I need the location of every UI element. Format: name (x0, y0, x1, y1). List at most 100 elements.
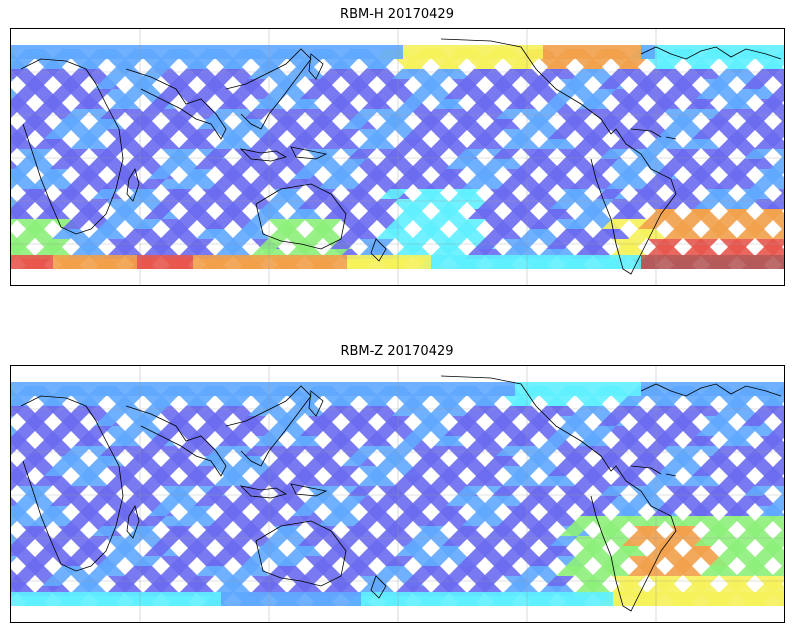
polar-band-top (403, 382, 417, 396)
swath-segment (216, 546, 244, 556)
swath-segment (120, 89, 148, 99)
swath-segment (538, 139, 566, 149)
swath-segment (588, 426, 616, 436)
swath-segment (114, 59, 142, 69)
map-panel-rbm-z (10, 365, 785, 623)
swath-segment (218, 436, 246, 446)
swath-segment (54, 456, 82, 466)
swath-segment (340, 229, 368, 239)
polar-band-bottom (137, 592, 151, 606)
swath-segment (266, 496, 294, 506)
swath-segment (518, 159, 546, 169)
swath-segment (154, 199, 182, 209)
swath-segment (734, 496, 762, 506)
swath-segment (150, 396, 178, 406)
polar-band-top (375, 382, 389, 396)
swath-segment (740, 189, 768, 199)
swath-segment (270, 456, 298, 466)
swath-segment (28, 109, 56, 119)
swath-segment (142, 139, 170, 149)
swath-segment (342, 119, 370, 129)
polar-band-top (711, 382, 725, 396)
swath-segment (92, 189, 120, 199)
polar-band-bottom (207, 592, 221, 606)
polar-band-bottom (515, 255, 529, 269)
swath-segment (48, 89, 76, 99)
swath-segment (524, 189, 552, 199)
swath-segment (400, 169, 428, 179)
swath-segment (78, 396, 106, 406)
polar-band-top (753, 382, 767, 396)
swath-segment (338, 496, 366, 506)
polar-band-top (431, 45, 445, 59)
polar-band-bottom (403, 592, 417, 606)
swath-segment (526, 79, 554, 89)
polar-band-bottom (655, 255, 669, 269)
swath-segment (560, 189, 588, 199)
swath-segment (32, 69, 60, 79)
swath-segment (68, 69, 96, 79)
polar-band-top (361, 382, 375, 396)
swath-segment (562, 416, 590, 426)
swath-segment (96, 486, 124, 496)
swath-segment (460, 446, 488, 456)
swath-segment (758, 436, 784, 446)
swath-segment (538, 476, 566, 486)
swath-segment (532, 109, 560, 119)
swath-segment (94, 416, 122, 426)
polar-band-bottom (473, 255, 487, 269)
swath-segment (396, 546, 424, 556)
polar-band-top (543, 382, 557, 396)
swath-segment (334, 199, 362, 209)
swath-segment (550, 536, 578, 546)
swath-segment (558, 119, 586, 129)
swath-segment (380, 526, 408, 536)
swath-segment (38, 99, 66, 109)
polar-band-top (669, 45, 683, 59)
swath-segment (11, 536, 38, 546)
swath-segment (390, 179, 418, 189)
swath-segment (302, 159, 330, 169)
swath-segment (332, 466, 360, 476)
swath-segment (194, 159, 222, 169)
polar-band-top (81, 382, 95, 396)
swath-segment (450, 456, 478, 466)
swath-segment (164, 526, 192, 536)
swath-segment (782, 564, 784, 566)
polar-band-bottom (263, 255, 277, 269)
swath-segment (148, 506, 176, 516)
swath-segment (316, 109, 344, 119)
swath-segment (380, 189, 408, 199)
polar-band-top (781, 45, 784, 59)
polar-band-bottom (95, 255, 109, 269)
swath-segment (122, 159, 150, 169)
swath-segment (582, 396, 610, 406)
swath-segment (344, 189, 372, 199)
polar-band-bottom (487, 592, 501, 606)
swath-segment (28, 446, 56, 456)
swath-segment (474, 59, 502, 69)
swath-segment (684, 546, 712, 556)
swath-segment (11, 466, 36, 476)
swath-segment (62, 556, 90, 566)
swath-segment (122, 496, 150, 506)
polar-band-top (627, 382, 641, 396)
polar-band-bottom (305, 255, 319, 269)
polar-band-top (515, 45, 529, 59)
swath-segment (292, 169, 320, 179)
polar-band-bottom (333, 255, 347, 269)
swath-segment (364, 506, 392, 516)
swath-segment (86, 159, 114, 169)
swath-segment (36, 209, 64, 219)
polar-band-bottom (515, 592, 529, 606)
swath-segment (11, 199, 38, 209)
polar-band-top (39, 382, 53, 396)
swath-segment (450, 119, 478, 129)
swath-segment (664, 566, 692, 576)
swath-segment (230, 496, 258, 506)
polar-band-bottom (11, 255, 25, 269)
swath-segment (250, 139, 278, 149)
swath-segment (696, 426, 724, 436)
swath-segment (382, 79, 410, 89)
polar-band-bottom (361, 255, 375, 269)
